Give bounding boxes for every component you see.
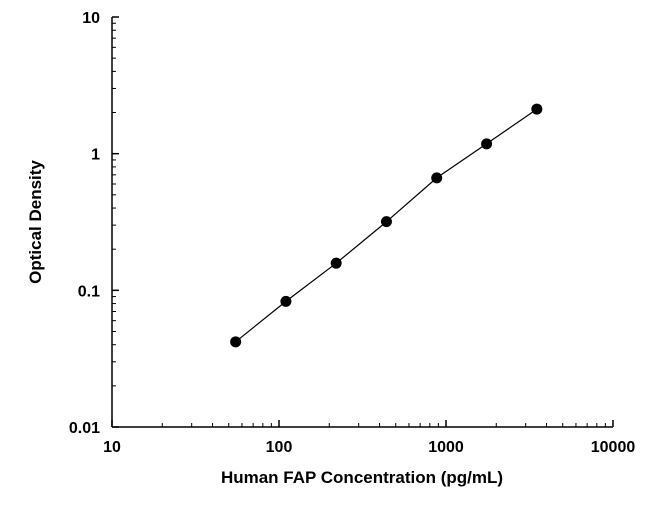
data-point	[380, 216, 392, 228]
x-tick-label: 1000	[428, 439, 464, 456]
y-axis-title: Optical Density	[26, 160, 45, 284]
data-points	[230, 103, 543, 348]
data-point	[531, 103, 543, 115]
data-point	[481, 138, 493, 150]
data-point	[330, 257, 342, 269]
y-tick-label: 1	[91, 147, 100, 164]
data-point	[230, 336, 242, 348]
y-tick-label: 10	[82, 10, 100, 27]
y-tick-label: 0.01	[69, 420, 100, 437]
x-tick-label: 10000	[591, 439, 636, 456]
x-tick-label: 10	[103, 439, 121, 456]
x-ticks: 10 100 1000 10000	[103, 420, 635, 456]
y-ticks: 0.01 0.1 1 10	[69, 10, 119, 437]
x-axis-title: Human FAP Concentration (pg/mL)	[221, 468, 503, 487]
data-point	[280, 295, 292, 307]
plot-area: 0.01 0.1 1 10 10 100 1000 10000	[69, 10, 635, 456]
data-point	[431, 172, 443, 184]
x-tick-label: 100	[266, 439, 293, 456]
y-tick-label: 0.1	[78, 283, 100, 300]
